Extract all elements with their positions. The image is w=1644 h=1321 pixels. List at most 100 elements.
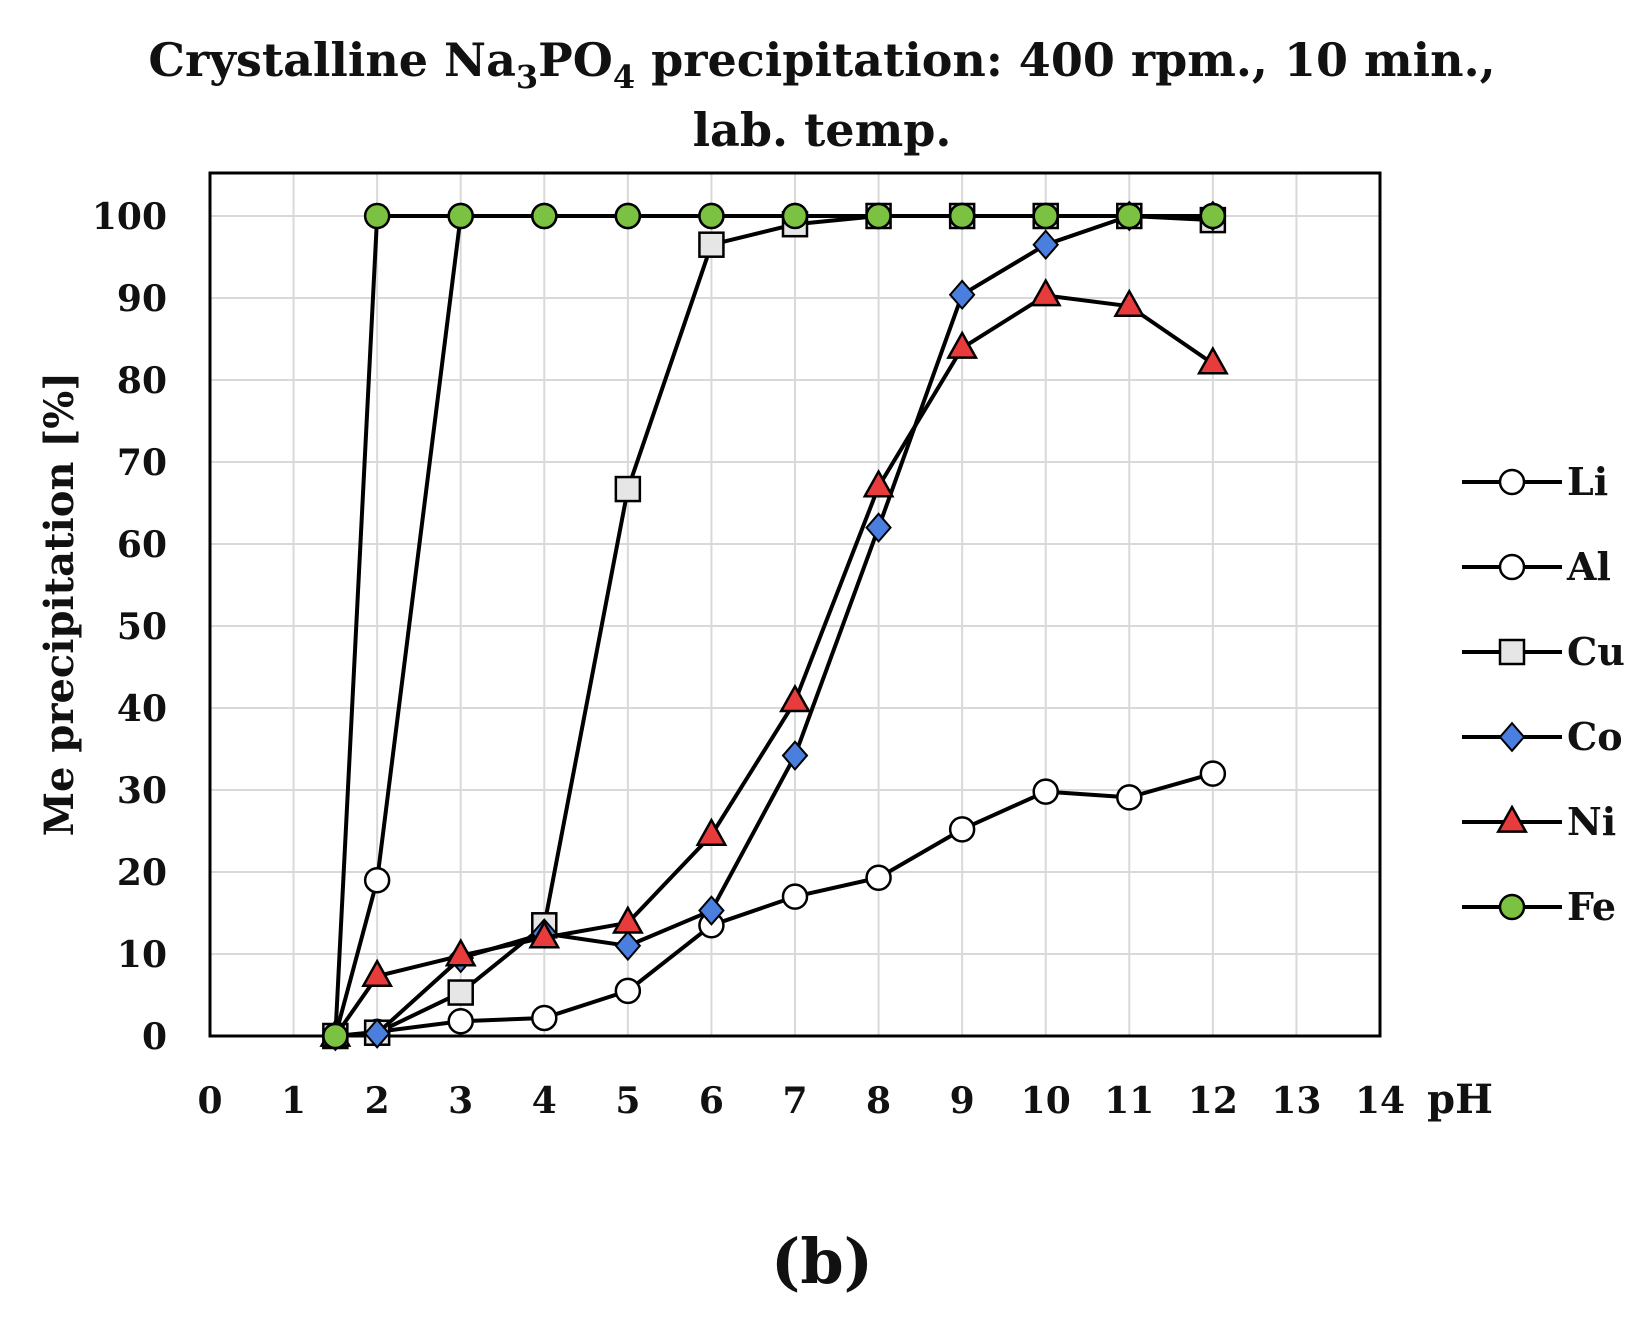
series-fe (322, 202, 1227, 1050)
point-al (363, 866, 391, 894)
point-li (531, 1004, 558, 1032)
y-tick-label: 70 (117, 442, 167, 484)
plot-frame (208, 171, 1382, 1038)
x-tick-label: 4 (532, 1080, 557, 1122)
x-tick-label: 11 (1104, 1080, 1154, 1122)
point-li (948, 816, 976, 843)
point-co (614, 930, 642, 962)
series-ni (319, 277, 1229, 1047)
x-tick-label: 0 (197, 1080, 222, 1122)
legend-label: Co (1567, 714, 1623, 759)
point-li (1032, 778, 1059, 805)
x-tick-label: 13 (1271, 1080, 1321, 1122)
x-tick-label: 8 (866, 1080, 891, 1122)
legend-label: Ni (1567, 799, 1616, 844)
point-ni (444, 938, 477, 967)
point-fe (322, 1022, 349, 1050)
y-tick-label: 60 (117, 524, 167, 566)
legend-item-li: Li (1462, 459, 1608, 504)
y-tick-label: 0 (142, 1016, 167, 1058)
point-cu (698, 231, 725, 258)
chart-title-sub2: 4 (613, 58, 635, 96)
point-li (1116, 784, 1143, 811)
point-cu (614, 475, 642, 503)
point-fe (865, 202, 892, 230)
x-tick-label: 1 (281, 1080, 306, 1122)
x-tick-label: 9 (950, 1080, 975, 1122)
point-fe (447, 202, 474, 230)
point-cu (447, 979, 474, 1006)
point-fe (698, 202, 725, 230)
legend-marker (1498, 721, 1526, 753)
x-tick-label: 5 (615, 1080, 640, 1122)
point-ni (361, 958, 394, 987)
chart-title-main: Crystalline Na (148, 33, 516, 87)
point-co (865, 512, 892, 543)
y-tick-label: 90 (117, 278, 167, 320)
legend: Li Al Cu Co Ni Fe (1462, 459, 1625, 929)
legend-marker (1496, 804, 1528, 833)
legend-marker (1498, 553, 1526, 581)
chart-title-line2: lab. temp. (693, 103, 952, 157)
point-ni (862, 469, 895, 498)
x-tick-label: 7 (782, 1080, 807, 1122)
series-line-ni (333, 293, 1214, 1038)
point-li (865, 864, 892, 891)
legend-item-co: Co (1462, 714, 1623, 759)
legend-label: Al (1566, 544, 1611, 589)
panel-label: (b) (771, 1225, 873, 1298)
series-line-li (335, 771, 1214, 1038)
chart-title-sub1: 3 (516, 58, 538, 96)
point-co (948, 279, 976, 311)
point-fe (614, 202, 642, 230)
point-ni (1113, 288, 1146, 318)
legend-marker (1498, 893, 1526, 921)
point-ni (1196, 346, 1229, 375)
legend-marker (1498, 638, 1526, 666)
x-tick-label: 3 (448, 1080, 473, 1122)
y-tick-label: 40 (117, 688, 167, 730)
legend-label: Fe (1567, 884, 1616, 929)
point-ni (946, 330, 979, 359)
legend-label: Li (1567, 459, 1608, 504)
point-fe (363, 202, 391, 230)
y-tick-label: 30 (117, 770, 167, 812)
point-li (781, 883, 809, 910)
point-co (1032, 229, 1060, 261)
legend-marker (1498, 468, 1526, 496)
legend-label: Cu (1567, 629, 1625, 674)
point-fe (1116, 202, 1143, 230)
legend-item-fe: Fe (1462, 884, 1616, 929)
point-co (363, 1018, 391, 1049)
x-tick-label: 10 (1021, 1080, 1071, 1122)
point-li (1199, 760, 1227, 787)
series-layer (319, 200, 1229, 1052)
point-ni (695, 817, 728, 846)
point-fe (531, 202, 558, 230)
chart-title-rest: precipitation: 400 rpm., 10 min., (635, 33, 1496, 87)
x-tick-label: 12 (1188, 1080, 1238, 1122)
point-fe (781, 202, 809, 230)
x-axis-label: pH (1427, 1076, 1493, 1123)
point-fe (948, 202, 976, 230)
point-ni (528, 920, 561, 949)
point-fe (1032, 202, 1059, 230)
x-tick-label: 2 (365, 1080, 390, 1122)
legend-item-cu: Cu (1462, 629, 1625, 674)
y-axis-ticks: 0 10 20 30 40 50 60 70 80 90 100 (92, 196, 167, 1058)
y-tick-label: 10 (117, 934, 167, 976)
legend-item-ni: Ni (1462, 799, 1616, 844)
point-ni (779, 683, 811, 713)
point-fe (1199, 202, 1227, 230)
y-tick-label: 50 (117, 606, 167, 648)
chart-title: Crystalline Na3PO4 precipitation: 400 rp… (148, 33, 1495, 96)
point-co (781, 740, 809, 771)
chart-title-mid: PO (538, 33, 613, 87)
x-axis-ticks: 0 1 2 3 4 5 6 7 8 9 10 11 12 13 14 (197, 1080, 1405, 1122)
series-line-fe (333, 214, 1213, 1037)
y-tick-label: 100 (92, 196, 167, 238)
series-line-co (335, 214, 1213, 1038)
point-ni (1029, 277, 1062, 307)
point-ni (611, 905, 644, 934)
